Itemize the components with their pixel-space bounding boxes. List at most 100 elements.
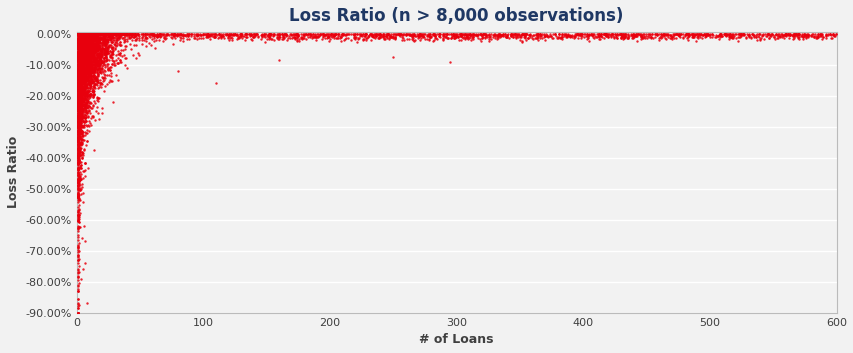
Point [487, 32, 501, 37]
Point [734, 31, 748, 36]
Point [72, 31, 85, 36]
Point [722, 34, 736, 40]
Point [75, 31, 89, 36]
Point [87, 54, 101, 59]
Point [74, 31, 88, 36]
Point [73, 90, 86, 96]
Point [71, 32, 84, 38]
Point [71, 68, 84, 74]
Point [76, 114, 90, 119]
Point [796, 31, 809, 36]
Point [71, 31, 84, 36]
Point [74, 76, 88, 82]
Point [71, 119, 84, 125]
Point [131, 33, 145, 39]
Point [78, 115, 92, 121]
Point [607, 31, 621, 36]
Point [75, 31, 89, 36]
Point [84, 31, 98, 36]
Point [71, 31, 84, 36]
Point [80, 36, 94, 42]
Point [73, 31, 86, 36]
Point [79, 31, 93, 36]
Point [191, 31, 205, 36]
Point [74, 31, 88, 36]
Point [73, 31, 86, 36]
Point [82, 31, 96, 36]
Point [614, 33, 628, 38]
Point [77, 97, 90, 102]
Point [71, 31, 84, 36]
Point [415, 34, 429, 40]
Point [240, 34, 253, 40]
Point [74, 97, 88, 102]
Point [86, 31, 100, 36]
Point [81, 31, 95, 36]
Point [825, 32, 838, 37]
Point [245, 37, 258, 43]
Point [92, 61, 106, 67]
Point [73, 73, 86, 79]
Point [86, 79, 100, 85]
Point [184, 31, 198, 36]
Point [106, 37, 119, 43]
Point [78, 31, 91, 36]
Point [78, 31, 91, 36]
Point [76, 31, 90, 36]
Point [71, 31, 84, 36]
Point [77, 88, 90, 93]
Point [81, 31, 95, 36]
Point [77, 31, 90, 36]
Point [81, 31, 95, 36]
Point [72, 31, 85, 36]
Point [540, 33, 554, 38]
Point [81, 61, 95, 67]
Point [79, 31, 93, 36]
Point [75, 34, 89, 39]
Point [89, 56, 102, 62]
Point [77, 31, 90, 36]
Point [420, 34, 433, 39]
Point [75, 38, 89, 44]
Point [71, 180, 84, 185]
Point [115, 53, 129, 58]
Point [72, 31, 85, 36]
Point [76, 78, 90, 83]
Point [74, 31, 88, 36]
Point [73, 145, 86, 151]
Point [79, 63, 93, 68]
Point [73, 54, 86, 60]
Point [100, 50, 113, 55]
Point [73, 123, 87, 129]
Point [71, 113, 84, 118]
Point [115, 31, 129, 36]
Point [95, 105, 108, 110]
Point [77, 31, 90, 36]
Point [94, 31, 107, 36]
Point [78, 46, 91, 52]
Point [438, 31, 452, 36]
Point [73, 31, 87, 36]
Point [77, 54, 90, 59]
Point [78, 31, 92, 36]
Point [74, 36, 88, 42]
Point [71, 31, 84, 36]
Point [78, 31, 92, 36]
Point [72, 84, 85, 90]
Point [74, 60, 88, 66]
Point [291, 32, 305, 38]
Point [334, 34, 347, 40]
Point [126, 52, 140, 58]
Point [84, 59, 97, 65]
Point [74, 31, 88, 36]
Point [96, 61, 109, 66]
Point [78, 31, 92, 36]
Point [78, 42, 92, 48]
Point [189, 35, 202, 41]
Point [72, 98, 85, 103]
Point [153, 31, 166, 36]
Point [71, 31, 84, 36]
Point [82, 46, 96, 52]
Point [227, 32, 241, 37]
Point [486, 34, 500, 40]
